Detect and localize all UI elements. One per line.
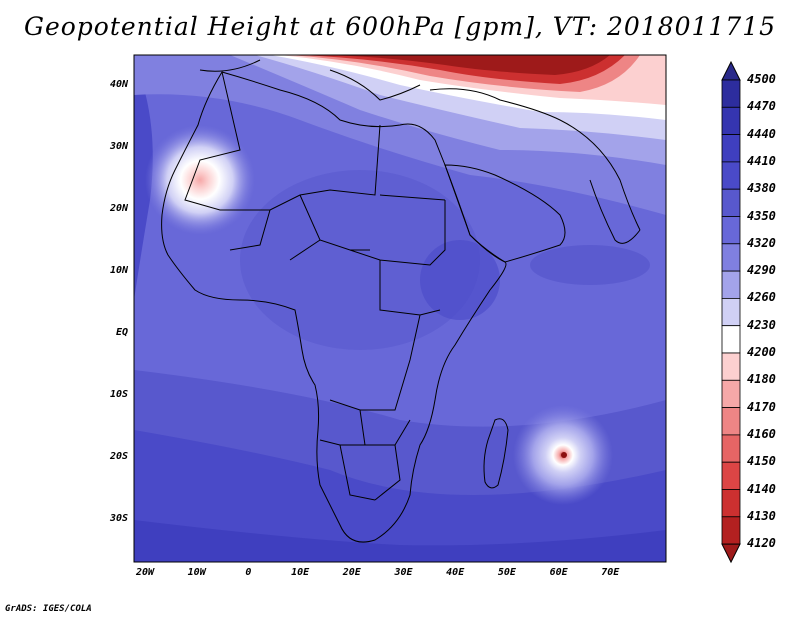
colorbar-swatch bbox=[721, 434, 741, 463]
colorbar-tick-label: 4160 bbox=[747, 426, 776, 441]
colorbar-tick-label: 4180 bbox=[747, 372, 776, 387]
colorbar bbox=[721, 60, 741, 564]
colorbar-tick-label: 4320 bbox=[747, 235, 776, 250]
lat-tick-label: 10N bbox=[109, 265, 128, 276]
colorbar-tick-label: 4260 bbox=[747, 290, 776, 305]
colorbar-swatch bbox=[721, 461, 741, 490]
colorbar-swatch bbox=[721, 161, 741, 190]
colorbar-swatch bbox=[721, 79, 741, 108]
lat-tick-label: EQ bbox=[115, 327, 128, 338]
credit-label: GrADS: IGES/COLA bbox=[5, 604, 92, 614]
lon-tick-label: 70E bbox=[601, 567, 620, 578]
colorbar-swatch bbox=[721, 270, 741, 299]
colorbar-swatch bbox=[721, 516, 741, 545]
lon-tick-label: 20W bbox=[135, 567, 155, 578]
colorbar-tick-label: 4120 bbox=[747, 536, 776, 551]
lon-tick-label: 10W bbox=[187, 567, 206, 578]
colorbar-swatch bbox=[721, 297, 741, 327]
lon-tick-label: 0 bbox=[245, 567, 252, 578]
colorbar-swatch bbox=[721, 407, 741, 436]
colorbar-tick-label: 4170 bbox=[747, 399, 776, 414]
colorbar-swatch bbox=[721, 134, 741, 163]
lon-tick-label: 40E bbox=[446, 567, 465, 578]
colorbar-tick-label: 4230 bbox=[747, 317, 776, 332]
colorbar-bottom-arrow bbox=[721, 543, 741, 564]
colorbar-tick-label: 4410 bbox=[747, 153, 776, 168]
lat-tick-label: 10S bbox=[109, 389, 128, 400]
colorbar-swatch bbox=[721, 106, 741, 136]
colorbar-swatch bbox=[721, 243, 741, 272]
colorbar-top-arrow bbox=[721, 60, 741, 81]
lat-tick-label: 30N bbox=[109, 141, 128, 152]
colorbar-swatch bbox=[721, 489, 741, 518]
plot-frame bbox=[133, 54, 667, 563]
colorbar-tick-label: 4140 bbox=[747, 481, 776, 496]
colorbar-tick-label: 4440 bbox=[747, 126, 776, 141]
lat-tick-label: 30S bbox=[109, 513, 128, 524]
lon-tick-label: 20E bbox=[342, 567, 361, 578]
colorbar-tick-label: 4150 bbox=[747, 454, 776, 469]
lat-tick-label: 20S bbox=[109, 451, 128, 462]
lon-tick-label: 50E bbox=[497, 567, 516, 578]
colorbar-tick-label: 4470 bbox=[747, 99, 776, 114]
colorbar-tick-label: 4380 bbox=[747, 181, 776, 196]
map-title: Geopotential Height at 600hPa [gpm], VT:… bbox=[23, 12, 777, 41]
height-field bbox=[134, 55, 666, 562]
colorbar-swatch bbox=[721, 325, 741, 354]
colorbar-tick-label: 4200 bbox=[747, 345, 776, 359]
colorbar-tick-label: 4290 bbox=[747, 263, 776, 278]
colorbar-swatch bbox=[721, 216, 741, 245]
colorbar-swatch bbox=[721, 188, 741, 217]
colorbar-swatch bbox=[721, 379, 741, 408]
colorbar-tick-label: 4350 bbox=[747, 208, 776, 223]
lon-tick-label: 30E bbox=[394, 567, 413, 578]
colorbar-tick-label: 4130 bbox=[747, 508, 776, 523]
lat-tick-label: 40N bbox=[109, 79, 128, 90]
lon-tick-label: 10E bbox=[291, 567, 310, 578]
lon-tick-label: 60E bbox=[549, 567, 568, 578]
lat-tick-label: 20N bbox=[109, 203, 128, 214]
colorbar-tick-label: 4500 bbox=[747, 72, 776, 86]
coastlines bbox=[161, 59, 641, 543]
colorbar-swatch bbox=[721, 352, 741, 381]
